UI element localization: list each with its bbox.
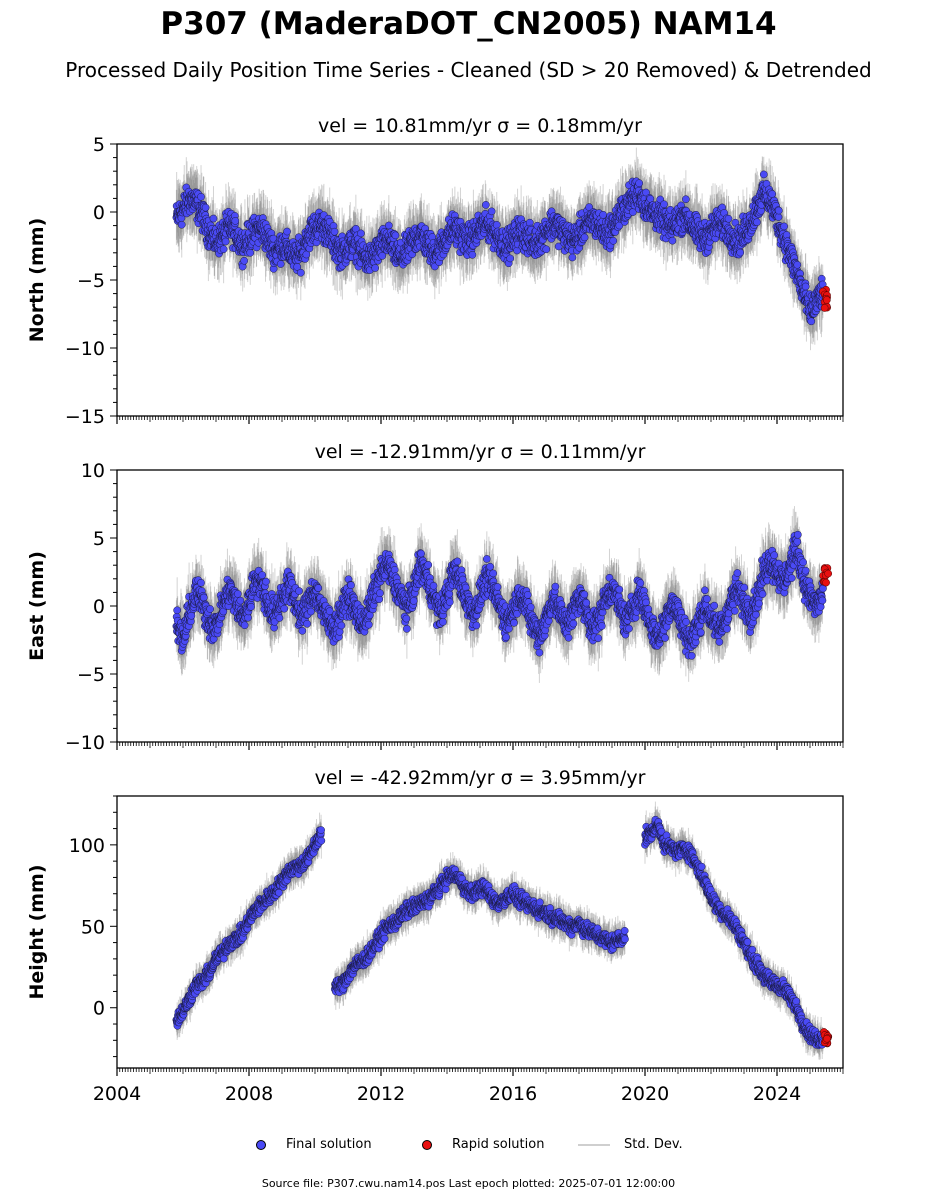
final-point xyxy=(635,179,644,188)
final-point xyxy=(231,217,240,225)
plot-area xyxy=(172,147,831,351)
final-point xyxy=(774,213,783,221)
final-point xyxy=(568,253,577,262)
final-point xyxy=(506,254,515,263)
figure-title: P307 (MaderaDOT_CN2005) NAM14 xyxy=(160,6,777,42)
final-point xyxy=(642,188,650,197)
final-point xyxy=(201,203,210,212)
figure-subtitle: Processed Daily Position Time Series - C… xyxy=(65,58,872,82)
final-point xyxy=(378,251,387,260)
final-point xyxy=(682,195,690,204)
final-point xyxy=(357,229,365,238)
final-point xyxy=(177,220,186,229)
final-point xyxy=(209,214,218,223)
final-point xyxy=(774,206,783,215)
final-point xyxy=(780,222,788,231)
final-point xyxy=(391,231,400,240)
final-point xyxy=(554,242,563,251)
final-point xyxy=(668,236,677,245)
y-axis-label: North (mm) xyxy=(26,218,48,343)
final-point xyxy=(782,231,791,239)
final-point xyxy=(660,200,668,209)
final-point xyxy=(753,218,761,227)
final-point xyxy=(542,245,551,254)
final-point xyxy=(759,170,768,179)
final-point xyxy=(492,221,501,229)
final-point xyxy=(580,233,589,242)
panel-title: vel = 10.81mm/yr σ = 0.18mm/yr xyxy=(318,115,642,137)
final-point xyxy=(302,250,311,259)
final-point xyxy=(481,201,490,209)
final-point xyxy=(768,190,777,198)
final-point xyxy=(330,227,339,236)
panel-0: vel = 10.81mm/yr σ = 0.18mm/yr North (mm)… xyxy=(26,115,844,428)
final-point xyxy=(609,236,618,245)
final-point xyxy=(197,192,205,201)
final-point xyxy=(736,248,745,257)
final-point xyxy=(283,227,291,236)
final-point xyxy=(246,248,255,257)
final-point xyxy=(599,210,607,219)
final-point xyxy=(468,250,477,259)
final-point xyxy=(371,264,380,272)
final-point xyxy=(296,268,305,277)
final-point xyxy=(219,245,228,254)
final-solution-points xyxy=(172,170,827,326)
final-point xyxy=(276,260,285,268)
final-point xyxy=(724,214,733,223)
final-point xyxy=(385,221,393,230)
final-point xyxy=(221,237,230,246)
final-point xyxy=(487,207,496,216)
final-point xyxy=(240,256,249,265)
